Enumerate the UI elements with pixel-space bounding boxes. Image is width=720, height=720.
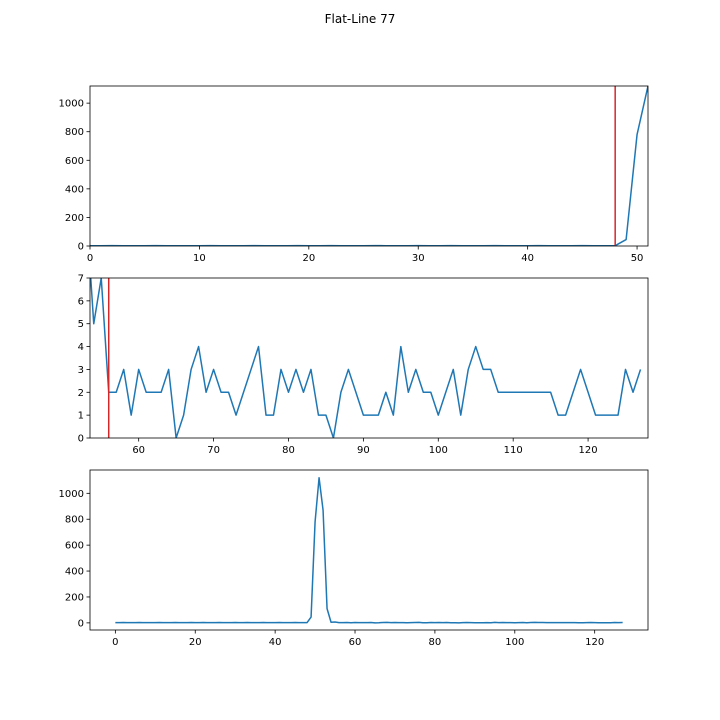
- series-line-0: [90, 86, 648, 246]
- axes-frame: [89, 469, 649, 631]
- x-tick-label: 100: [429, 445, 448, 456]
- y-tick-label: 200: [65, 592, 84, 603]
- y-tick-label: 0: [78, 242, 84, 253]
- x-tick-label: 80: [282, 445, 295, 456]
- subplot-middle: 60 70 80 90 100 110 120 0 1 2 3 4 5 6 7: [78, 274, 649, 456]
- x-tick-label: 0: [112, 637, 118, 648]
- x-tick-label: 30: [412, 253, 425, 264]
- y-tick-label: 0: [78, 434, 84, 445]
- y-tick-label: 2: [78, 388, 84, 399]
- subplot-bottom: 0 20 40 60 80 100 120 0 200 400 600 800 1000: [59, 469, 649, 648]
- x-tick-label: 90: [357, 445, 370, 456]
- y-tick-label: 7: [78, 274, 84, 285]
- y-tick-label: 400: [65, 567, 84, 578]
- subplot-top: 0 10 20 30 40 50 0 200 400 600 800 1000: [59, 85, 649, 264]
- y-tick-label: 5: [78, 319, 84, 330]
- y-tick-label: 600: [65, 541, 84, 552]
- y-tick-label: 0: [78, 618, 84, 629]
- x-tick-label: 120: [585, 637, 604, 648]
- y-tick-label: 1000: [59, 489, 84, 500]
- x-tick-label: 110: [504, 445, 523, 456]
- x-tick-label: 40: [269, 637, 282, 648]
- x-tick-label: 10: [193, 253, 206, 264]
- axes-frame: [89, 277, 649, 439]
- x-tick-label: 20: [189, 637, 202, 648]
- x-tick-label: 50: [631, 253, 644, 264]
- x-tick-label: 120: [579, 445, 598, 456]
- y-tick-label: 6: [78, 296, 84, 307]
- x-tick-label: 0: [87, 253, 93, 264]
- x-tick-label: 20: [302, 253, 315, 264]
- x-tick-label: 60: [132, 445, 145, 456]
- x-tick-label: 70: [207, 445, 220, 456]
- y-tick-label: 400: [65, 184, 84, 195]
- y-tick-label: 600: [65, 156, 84, 167]
- y-tick-label: 3: [78, 365, 84, 376]
- figure-title: Flat-Line 77: [324, 12, 396, 26]
- y-tick-label: 1000: [59, 99, 84, 110]
- series-line-0: [115, 477, 623, 624]
- y-tick-label: 800: [65, 515, 84, 526]
- x-tick-label: 60: [349, 637, 362, 648]
- x-tick-label: 80: [429, 637, 442, 648]
- series-line-0: [90, 278, 642, 438]
- x-tick-label: 40: [521, 253, 534, 264]
- y-tick-label: 1: [78, 411, 84, 422]
- y-tick-label: 4: [78, 342, 84, 353]
- x-tick-label: 100: [505, 637, 524, 648]
- axes-frame: [89, 85, 649, 247]
- y-tick-label: 200: [65, 213, 84, 224]
- y-tick-label: 800: [65, 127, 84, 138]
